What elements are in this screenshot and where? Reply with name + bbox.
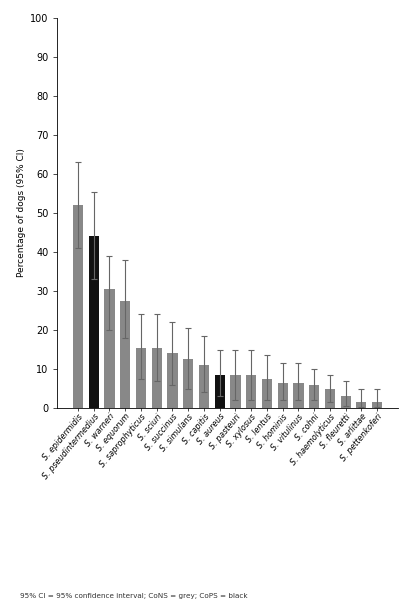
Bar (308, 385, 319, 408)
Bar (324, 389, 334, 408)
Bar (120, 301, 130, 408)
Bar (245, 375, 256, 408)
Bar (214, 375, 224, 408)
Bar (261, 379, 271, 408)
Bar (371, 402, 381, 408)
Bar (292, 383, 303, 408)
Bar (230, 375, 240, 408)
Bar (198, 365, 209, 408)
Bar (135, 347, 146, 408)
Bar (104, 289, 114, 408)
Text: 95% CI = 95% confidence interval; CoNS = grey; CoPS = black: 95% CI = 95% confidence interval; CoNS =… (20, 593, 247, 599)
Bar (355, 402, 366, 408)
Bar (73, 205, 83, 408)
Bar (340, 396, 350, 408)
Y-axis label: Percentage of dogs (95% CI): Percentage of dogs (95% CI) (17, 149, 26, 277)
Bar (277, 383, 287, 408)
Bar (88, 236, 99, 408)
Bar (183, 359, 193, 408)
Bar (167, 353, 177, 408)
Bar (151, 347, 162, 408)
